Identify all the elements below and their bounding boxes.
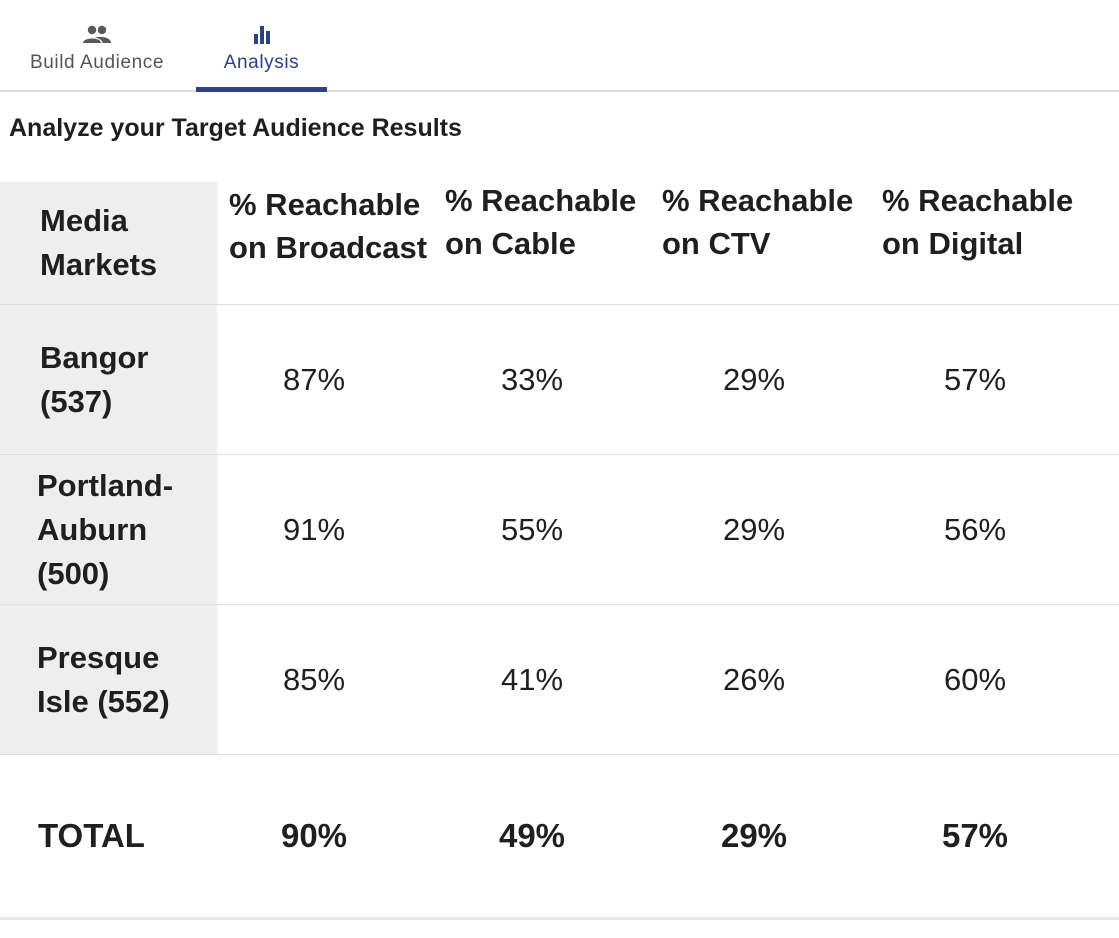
table-row: Bangor (537) 87% 33% 29% 57% xyxy=(0,305,1119,455)
digital-value-cell: 56% xyxy=(943,511,1007,547)
broadcast-value-cell: 87% xyxy=(282,361,346,397)
column-header-ctv: % Reachable on CTV xyxy=(662,183,854,261)
broadcast-value-cell: 91% xyxy=(282,511,346,547)
tab-analysis[interactable]: Analysis xyxy=(196,0,327,92)
total-ctv-value: 29% xyxy=(720,817,788,854)
people-icon xyxy=(83,25,111,43)
tab-build-audience[interactable]: Build Audience xyxy=(8,0,186,90)
total-cable-value: 49% xyxy=(498,817,566,854)
cable-value-cell: 33% xyxy=(500,361,564,397)
table-row: Presque Isle (552) 85% 41% 26% 60% xyxy=(0,605,1119,755)
ctv-value-cell: 29% xyxy=(722,511,786,547)
tab-build-audience-label: Build Audience xyxy=(29,52,165,73)
market-name-cell: Portland-Auburn (500) xyxy=(0,455,217,604)
ctv-value-cell: 26% xyxy=(722,661,786,697)
tab-analysis-label: Analysis xyxy=(223,52,300,73)
column-header-media-markets: Media Markets xyxy=(0,182,217,304)
column-header-digital: % Reachable on Digital xyxy=(882,183,1074,261)
page-title: Analyze your Target Audience Results xyxy=(9,114,462,142)
cable-value-cell: 41% xyxy=(500,661,564,697)
digital-value-cell: 57% xyxy=(943,361,1007,397)
table-header-row: Media Markets % Reachable on Broadcast %… xyxy=(0,182,1119,305)
total-label: TOTAL xyxy=(0,755,217,917)
table-total-row: TOTAL 90% 49% 29% 57% xyxy=(0,755,1119,920)
broadcast-value-cell: 85% xyxy=(282,661,346,697)
cable-value-cell: 55% xyxy=(500,511,564,547)
tab-bar: Build Audience Analysis xyxy=(0,0,1119,92)
results-table: Media Markets % Reachable on Broadcast %… xyxy=(0,182,1119,920)
digital-value-cell: 60% xyxy=(943,661,1007,697)
column-header-broadcast: % Reachable on Broadcast xyxy=(229,187,428,265)
total-digital-value: 57% xyxy=(941,817,1009,854)
market-name-cell: Presque Isle (552) xyxy=(0,605,217,754)
table-row: Portland-Auburn (500) 91% 55% 29% 56% xyxy=(0,455,1119,605)
bar-chart-icon xyxy=(253,26,270,44)
ctv-value-cell: 29% xyxy=(722,361,786,397)
total-broadcast-value: 90% xyxy=(280,817,348,854)
column-header-cable: % Reachable on Cable xyxy=(445,183,637,261)
market-name-cell: Bangor (537) xyxy=(0,305,217,454)
